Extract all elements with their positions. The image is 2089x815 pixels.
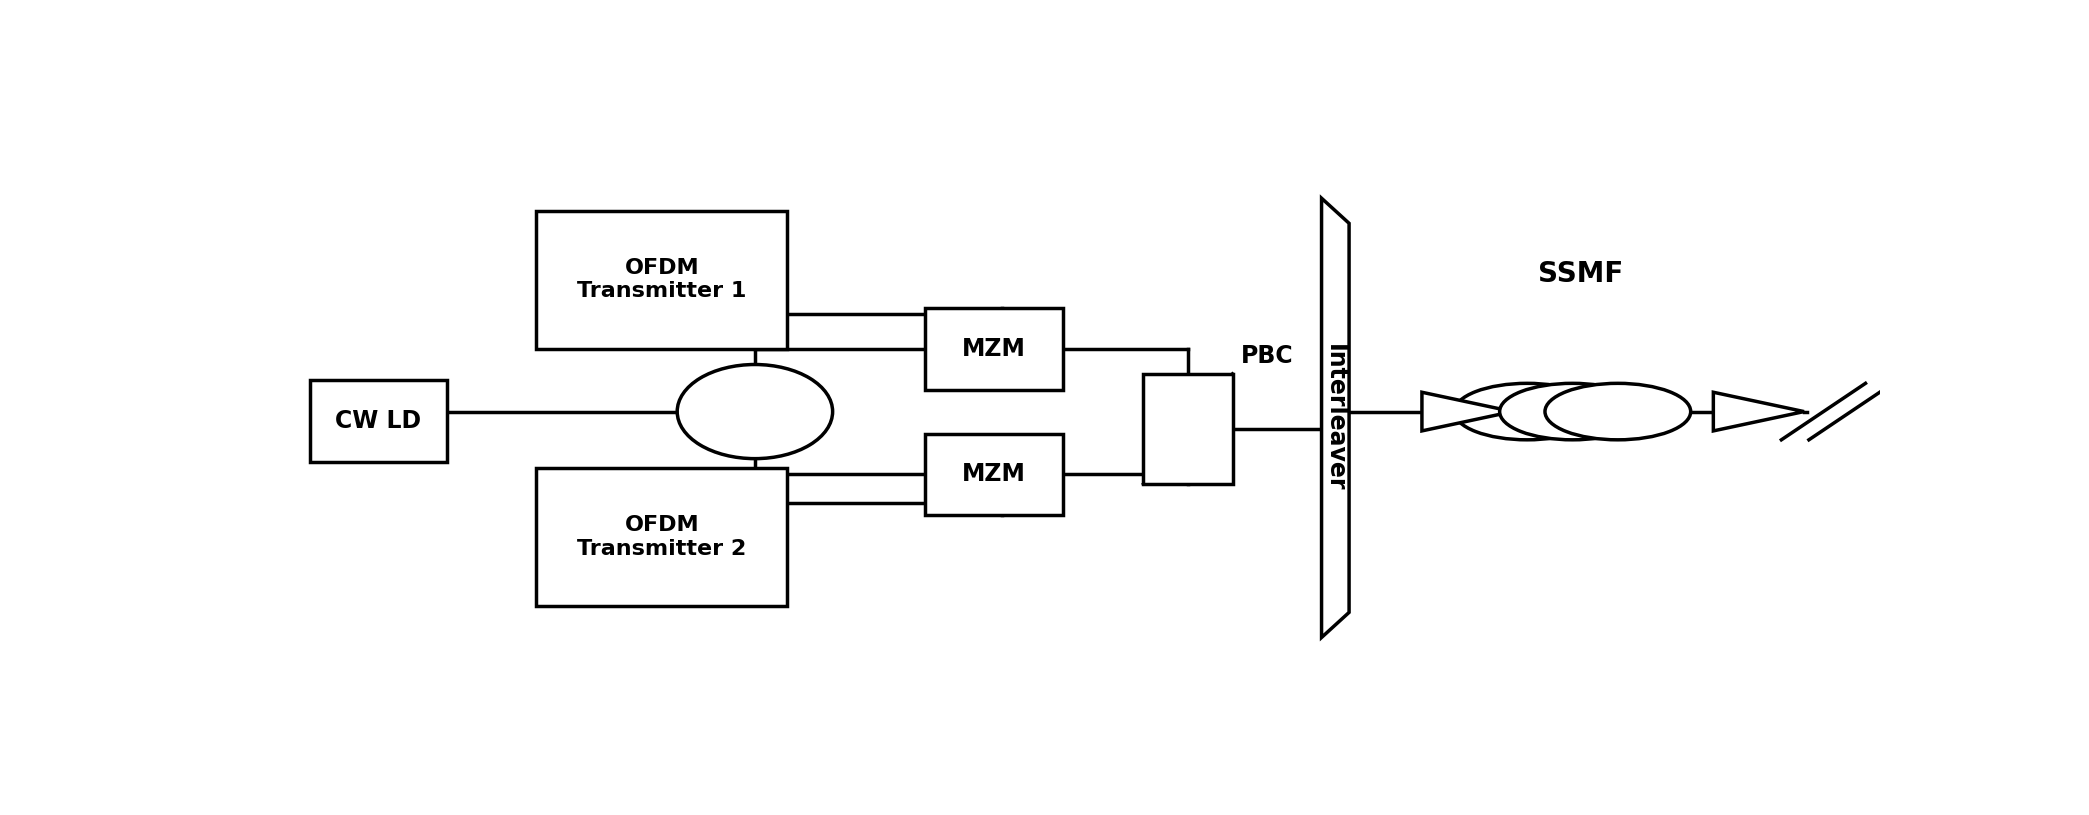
Text: PBC: PBC [1241, 344, 1293, 368]
Circle shape [1454, 383, 1600, 440]
Polygon shape [1322, 198, 1349, 637]
Bar [925, 308, 1063, 390]
Text: OFDM
Transmitter 2: OFDM Transmitter 2 [577, 515, 746, 559]
Bar [1143, 374, 1233, 484]
Text: MZM: MZM [961, 462, 1026, 487]
Text: SSMF: SSMF [1538, 259, 1623, 288]
Text: MZM: MZM [961, 337, 1026, 361]
Bar [309, 380, 447, 462]
Polygon shape [1423, 392, 1512, 431]
Bar [537, 468, 788, 606]
Circle shape [1500, 383, 1646, 440]
Text: CW LD: CW LD [336, 409, 422, 433]
Text: OFDM
Transmitter 1: OFDM Transmitter 1 [577, 258, 746, 302]
Ellipse shape [677, 364, 834, 459]
Bar [925, 434, 1063, 515]
Circle shape [1546, 383, 1690, 440]
Bar [537, 211, 788, 349]
Text: Interleaver: Interleaver [1322, 344, 1347, 491]
Polygon shape [1713, 392, 1805, 431]
